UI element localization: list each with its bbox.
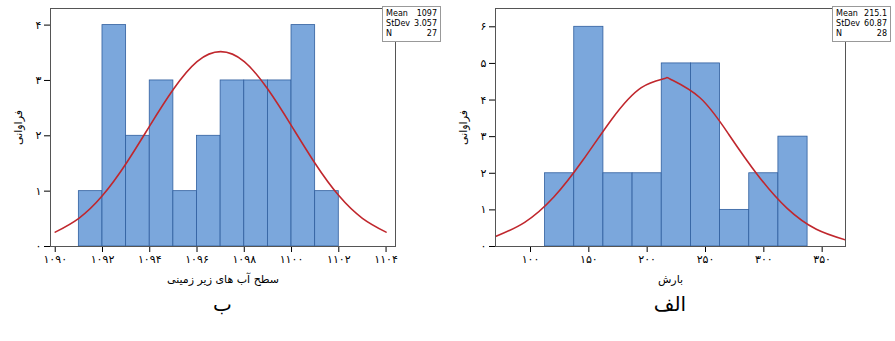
html-text:ب: ب <box>213 292 232 316</box>
svg-text:سطح آب های زیر زمینی: سطح آب های زیر زمینی <box>167 272 279 286</box>
svg-text:۲: ۲ <box>481 167 487 180</box>
html-text:StDev 60.87: StDev 60.87 <box>836 19 887 28</box>
html-text:28: 28 <box>876 29 887 38</box>
html-text:1097: 1097 <box>416 9 437 18</box>
svg-text:۲۰۰: ۲۰۰ <box>638 253 656 266</box>
svg-text:۱۰۹۴: ۱۰۹۴ <box>138 253 162 266</box>
svg-text:۱: ۱ <box>36 185 42 198</box>
svg-text:۱۰۹۶: ۱۰۹۶ <box>185 253 209 266</box>
svg-text:۲: ۲ <box>36 129 42 142</box>
html-text:N: N <box>836 29 842 38</box>
html-text:N: N <box>386 29 392 38</box>
html-text:الف: الف <box>653 292 687 316</box>
html-text:StDev 3.057: StDev 3.057 <box>386 19 437 28</box>
html-text:27: 27 <box>426 29 437 38</box>
svg-text:۱۱۰۴: ۱۱۰۴ <box>374 253 398 266</box>
svg-text:بارش: بارش <box>658 273 683 286</box>
svg-text:فراوانی: فراوانی <box>12 110 25 145</box>
svg-text:۱۵۰: ۱۵۰ <box>580 253 598 266</box>
svg-text:فراوانی: فراوانی <box>457 110 470 145</box>
svg-text:۳: ۳ <box>481 130 487 143</box>
html-text:Mean: Mean <box>836 9 858 18</box>
svg-text:۴: ۴ <box>36 19 42 32</box>
svg-text:۱۱۰۰: ۱۱۰۰ <box>280 253 304 266</box>
svg-text:۴: ۴ <box>481 94 487 107</box>
svg-text:۵: ۵ <box>481 57 487 70</box>
svg-text:۳۵۰: ۳۵۰ <box>813 253 831 266</box>
svg-text:۶: ۶ <box>481 20 487 33</box>
svg-text:۳: ۳ <box>36 74 42 87</box>
svg-text:۰: ۰ <box>481 240 487 253</box>
html-text:Mean: Mean <box>386 9 408 18</box>
svg-text:۱۰۰: ۱۰۰ <box>522 253 540 266</box>
svg-text:۳۰۰: ۳۰۰ <box>755 253 773 266</box>
svg-text:۱: ۱ <box>481 203 487 216</box>
html-text:215.1: 215.1 <box>864 9 887 18</box>
svg-text:۱۱۰۲: ۱۱۰۲ <box>327 253 351 266</box>
svg-text:۰: ۰ <box>36 240 42 253</box>
svg-text:۲۵۰: ۲۵۰ <box>697 253 715 266</box>
svg-text:۱۰۹۲: ۱۰۹۲ <box>91 253 115 266</box>
svg-text:۱۰۹۸: ۱۰۹۸ <box>232 253 256 266</box>
svg-text:۱۰۹۰: ۱۰۹۰ <box>43 253 67 266</box>
